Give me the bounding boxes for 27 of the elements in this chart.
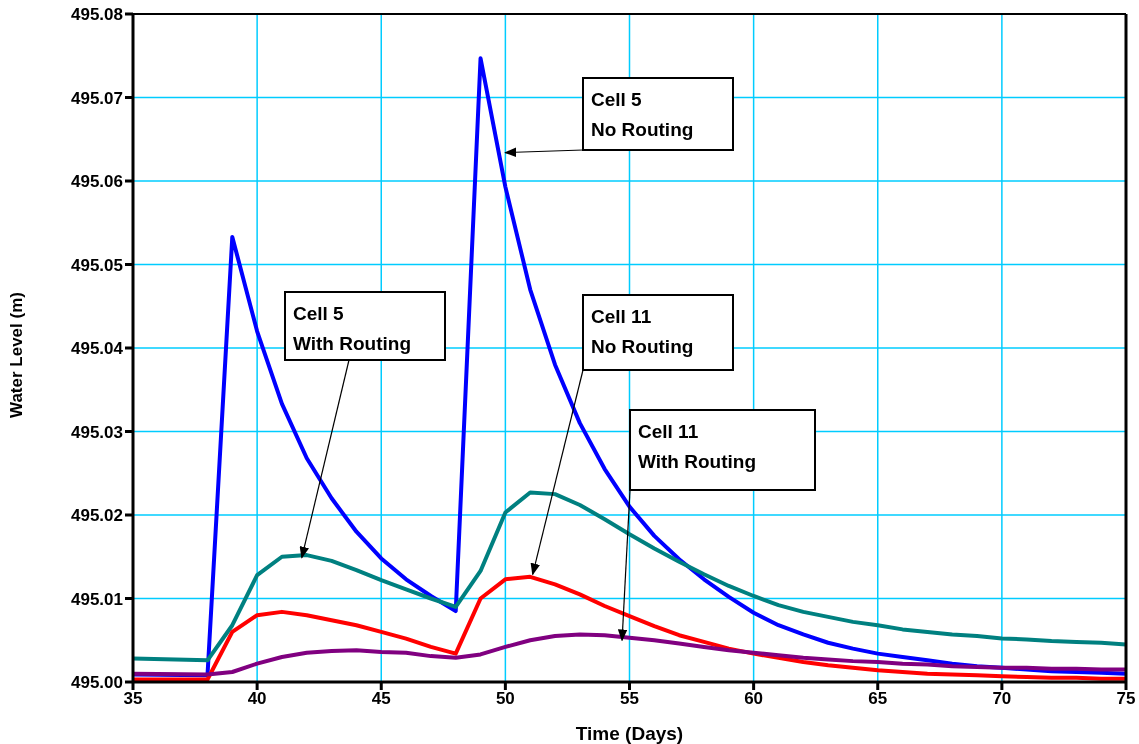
line-series <box>133 632 1126 677</box>
y-axis-title: Water Level (m) <box>7 292 27 418</box>
y-tick-label: 495.01 <box>71 589 123 609</box>
x-tick-label: 65 <box>868 689 888 709</box>
annotation: Cell 11 With Routing <box>638 421 757 472</box>
y-tick-label: 495.06 <box>71 172 123 192</box>
annotation: Cell 11 No Routing <box>591 306 694 357</box>
y-tick-label: 495.04 <box>71 339 124 359</box>
x-tick-label: 55 <box>620 689 639 709</box>
x-tick-label: 35 <box>123 689 143 709</box>
y-tick-label: 495.00 <box>71 673 123 693</box>
x-tick-label: 45 <box>371 689 391 709</box>
x-tick-label: 75 <box>1116 689 1136 709</box>
y-tick-label: 495.02 <box>71 506 123 526</box>
y-tick-label: 495.07 <box>71 88 123 108</box>
annotation: Cell 5 No Routing <box>591 89 694 140</box>
y-tick-label: 495.05 <box>71 255 123 275</box>
y-tick-label: 495.08 <box>71 5 123 25</box>
x-tick-label: 60 <box>744 689 764 709</box>
x-tick-label: 50 <box>495 689 515 709</box>
line-series <box>133 490 1126 663</box>
y-tick-label: 495.03 <box>71 422 123 442</box>
line-series <box>133 56 1126 678</box>
x-axis-title: Time (Days) <box>575 723 684 744</box>
x-tick-label: 70 <box>992 689 1012 709</box>
annotation: Cell 5 With Routing <box>293 303 412 354</box>
x-tick-label: 40 <box>247 689 267 709</box>
